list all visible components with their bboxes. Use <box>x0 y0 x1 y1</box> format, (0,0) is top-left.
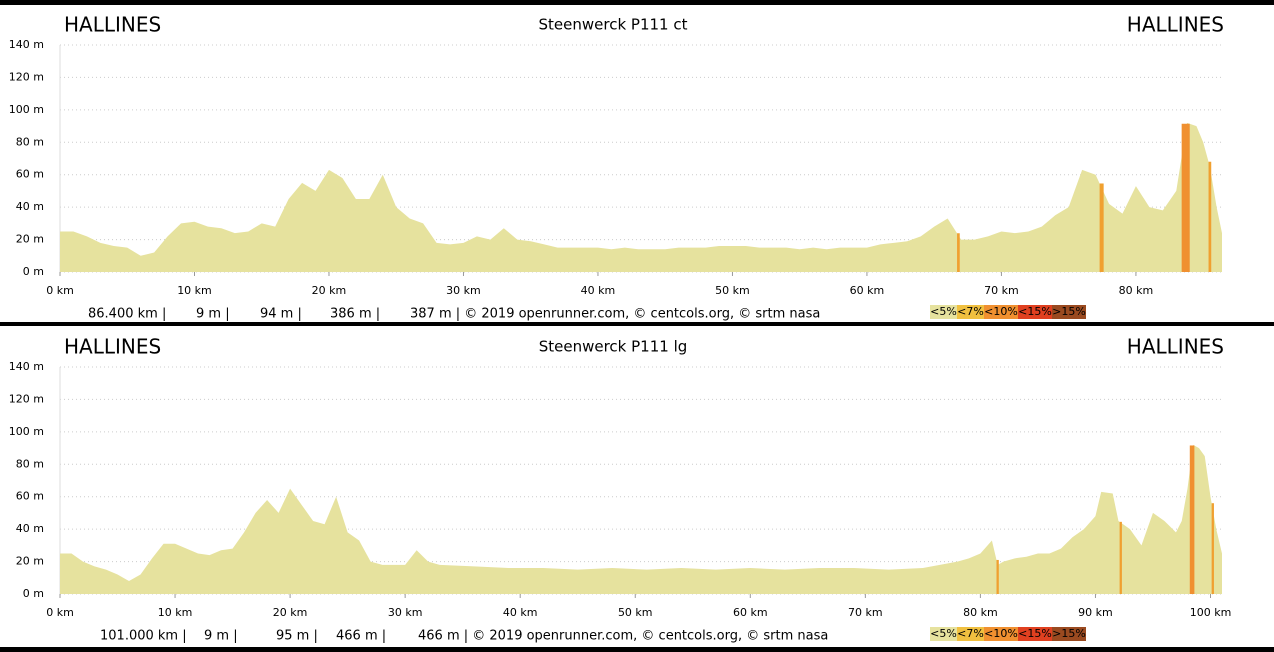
y-tick-label: 120 m <box>9 392 44 405</box>
footer-stat: 9 m | <box>196 307 230 322</box>
y-tick-label: 140 m <box>9 38 44 51</box>
steep-section <box>1181 123 1190 273</box>
y-tick-label: 20 m <box>16 233 44 246</box>
x-tick-label: 20 km <box>312 284 347 297</box>
steep-section <box>1211 503 1214 594</box>
x-tick-label: 10 km <box>177 284 212 297</box>
y-tick-label: 0 m <box>23 587 44 600</box>
x-tick-label: 40 km <box>503 606 538 619</box>
legend-swatch <box>1052 305 1086 319</box>
x-tick-label: 60 km <box>733 606 768 619</box>
x-tick-label: 10 km <box>158 606 193 619</box>
x-tick-label: 100 km <box>1190 606 1232 619</box>
legend-label: >15% <box>1052 305 1086 318</box>
steep-section <box>1119 521 1122 594</box>
footer-stat: 86.400 km | <box>88 307 166 322</box>
y-tick-label: 0 m <box>23 265 44 278</box>
y-tick-label: 100 m <box>9 103 44 116</box>
separator <box>0 322 1274 326</box>
steep-section <box>957 233 960 272</box>
y-tick-label: 140 m <box>9 360 44 373</box>
legend-swatch <box>984 305 1018 319</box>
y-tick-label: 120 m <box>9 70 44 83</box>
y-tick-label: 40 m <box>16 522 44 535</box>
x-tick-label: 60 km <box>850 284 885 297</box>
legend-label: <15% <box>1018 305 1052 318</box>
end-label: HALLINES <box>1127 335 1224 359</box>
footer-stat: 95 m | <box>276 629 318 644</box>
x-tick-label: 80 km <box>1119 284 1154 297</box>
footer-stat: 387 m | © 2019 openrunner.com, © centcol… <box>410 307 820 322</box>
x-tick-label: 70 km <box>984 284 1019 297</box>
legend-swatch <box>1018 305 1052 319</box>
legend-swatch <box>1052 627 1086 641</box>
legend-label: <7% <box>957 305 984 318</box>
footer-stat: 386 m | <box>330 307 380 322</box>
bottom-bar <box>0 647 1274 652</box>
y-tick-label: 60 m <box>16 490 44 503</box>
steep-section <box>1099 183 1104 272</box>
elevation-area <box>60 444 1222 594</box>
footer-stat: 9 m | <box>204 629 238 644</box>
start-label: HALLINES <box>64 13 161 37</box>
top-bar <box>0 0 1274 5</box>
legend-label: <10% <box>984 305 1018 318</box>
x-tick-label: 80 km <box>963 606 998 619</box>
footer-stat: 101.000 km | <box>100 629 187 644</box>
legend-label: <7% <box>957 627 984 640</box>
x-tick-label: 30 km <box>388 606 423 619</box>
y-tick-label: 100 m <box>9 425 44 438</box>
legend-label: <5% <box>930 627 957 640</box>
footer-stat: 466 m | © 2019 openrunner.com, © centcol… <box>418 629 828 644</box>
legend-label: <15% <box>1018 627 1052 640</box>
y-tick-label: 20 m <box>16 555 44 568</box>
x-tick-label: 0 km <box>46 606 74 619</box>
legend-swatch <box>957 305 984 319</box>
x-tick-label: 40 km <box>581 284 616 297</box>
elevation-area <box>60 122 1222 272</box>
legend-label: <5% <box>930 305 957 318</box>
x-tick-label: 50 km <box>715 284 750 297</box>
x-tick-label: 50 km <box>618 606 653 619</box>
legend-label: >15% <box>1052 627 1086 640</box>
x-tick-label: 20 km <box>273 606 308 619</box>
y-tick-label: 60 m <box>16 168 44 181</box>
chart-title: Steenwerck P111 ct <box>539 16 688 34</box>
legend-label: <10% <box>984 627 1018 640</box>
y-tick-label: 80 m <box>16 135 44 148</box>
legend-swatch <box>1018 627 1052 641</box>
x-tick-label: 90 km <box>1078 606 1113 619</box>
x-tick-label: 70 km <box>848 606 883 619</box>
footer-stat: 94 m | <box>260 307 302 322</box>
footer-stat: 466 m | <box>336 629 386 644</box>
x-tick-label: 30 km <box>446 284 481 297</box>
legend-swatch <box>957 627 984 641</box>
steep-section <box>996 559 999 594</box>
steep-section <box>1189 445 1195 594</box>
y-tick-label: 80 m <box>16 457 44 470</box>
legend-swatch <box>930 627 957 641</box>
steep-section <box>1208 161 1212 272</box>
x-tick-label: 0 km <box>46 284 74 297</box>
end-label: HALLINES <box>1127 13 1224 37</box>
chart-title: Steenwerck P111 lg <box>539 338 688 356</box>
y-tick-label: 40 m <box>16 200 44 213</box>
legend-swatch <box>930 305 957 319</box>
start-label: HALLINES <box>64 335 161 359</box>
legend-swatch <box>984 627 1018 641</box>
